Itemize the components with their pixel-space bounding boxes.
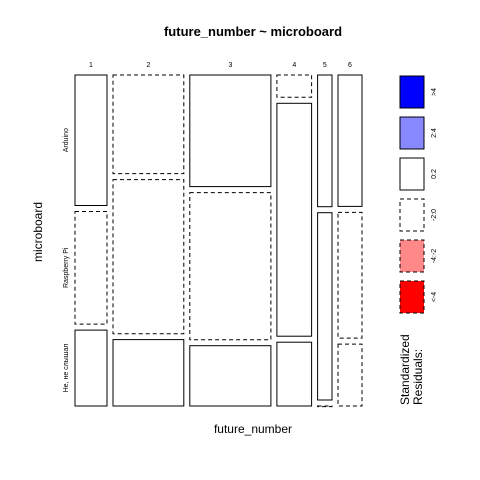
legend-swatch-1: [399, 75, 425, 109]
tile-4-не-не-слышал: [276, 341, 313, 407]
tile-6-не-не-слышал: [337, 343, 363, 407]
y-axis-label: microboard: [31, 202, 45, 262]
y-tick-labels: Arduino Raspberry Pi Не, не слышал: [63, 128, 70, 392]
x-tick-5: 5: [323, 62, 327, 69]
chart-title: future_number ~ microboard: [164, 24, 342, 39]
legend-title-line-2: Residuals:: [411, 349, 425, 405]
legend-swatch-3: [399, 157, 425, 191]
tile-4-arduino: [276, 74, 313, 98]
legend-label-3: 0:2: [431, 169, 438, 179]
tile-6-arduino: [337, 74, 363, 207]
x-tick-labels: 1 2 3 4 5 6: [89, 62, 352, 69]
x-tick-2: 2: [146, 62, 150, 69]
legend-swatch-2: [399, 116, 425, 150]
legend-label-4: -2:0: [431, 209, 438, 221]
tile-4-raspberry-pi: [276, 102, 313, 337]
x-tick-1: 1: [89, 62, 93, 69]
tile-5-arduino: [317, 74, 333, 208]
legend-swatch-4: [399, 198, 425, 232]
x-tick-3: 3: [228, 62, 232, 69]
legend-label-5: -4:-2: [431, 249, 438, 264]
tile-3-не-не-слышал: [189, 345, 272, 407]
x-tick-4: 4: [292, 62, 296, 69]
tile-1-raspberry-pi: [74, 211, 108, 325]
legend-swatch-5: [399, 239, 425, 273]
tile-3-raspberry-pi: [189, 192, 272, 341]
tile-3-arduino: [189, 74, 272, 188]
mosaic-tiles: [74, 74, 363, 408]
tile-2-не-не-слышал: [112, 339, 185, 407]
tile-5-не-не-слышал: [317, 405, 333, 408]
x-tick-6: 6: [348, 62, 352, 69]
tile-2-arduino: [112, 74, 185, 175]
legend-title-line-1: Standardized: [398, 334, 412, 405]
tile-5-raspberry-pi: [317, 212, 333, 401]
tile-6-raspberry-pi: [337, 211, 363, 339]
tile-1-arduino: [74, 74, 108, 206]
legend-label-2: 2:4: [431, 128, 438, 138]
x-axis-label: future_number: [214, 422, 292, 436]
tile-2-raspberry-pi: [112, 179, 185, 335]
legend-label-1: >4: [431, 88, 438, 96]
y-tick-raspberry-pi: Raspberry Pi: [63, 247, 70, 288]
legend-swatch-6: [399, 280, 425, 314]
legend-label-6: <-4: [431, 292, 438, 302]
y-tick-не-не-слышал: Не, не слышал: [63, 344, 70, 393]
y-tick-arduino: Arduino: [63, 128, 70, 152]
legend: Standardized Residuals: >4 2:4 0:2 -2:0 -4:-…: [398, 75, 438, 405]
tile-1-не-не-слышал: [74, 329, 108, 407]
